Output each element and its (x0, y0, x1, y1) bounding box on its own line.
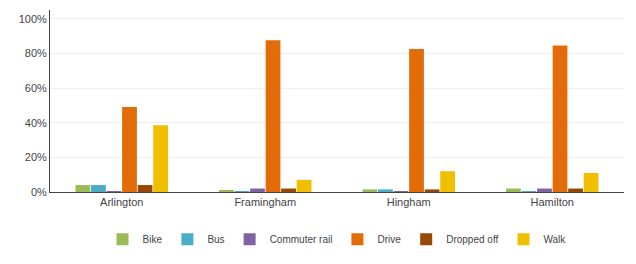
svg-text:Framingham: Framingham (234, 196, 296, 208)
svg-text:0%: 0% (31, 186, 47, 198)
svg-text:Arlington: Arlington (100, 196, 143, 208)
svg-text:Drive: Drive (377, 234, 401, 245)
svg-text:60%: 60% (25, 82, 47, 94)
svg-text:Bike: Bike (143, 234, 163, 245)
svg-text:Bus: Bus (207, 234, 224, 245)
svg-text:Dropped off: Dropped off (446, 234, 498, 245)
svg-text:100%: 100% (19, 13, 47, 25)
svg-text:Commuter rail: Commuter rail (270, 234, 333, 245)
svg-text:20%: 20% (25, 151, 47, 163)
svg-text:40%: 40% (25, 117, 47, 129)
svg-text:Hamilton: Hamilton (531, 196, 574, 208)
svg-text:Walk: Walk (543, 234, 566, 245)
svg-text:Hingham: Hingham (387, 196, 431, 208)
svg-text:80%: 80% (25, 47, 47, 59)
